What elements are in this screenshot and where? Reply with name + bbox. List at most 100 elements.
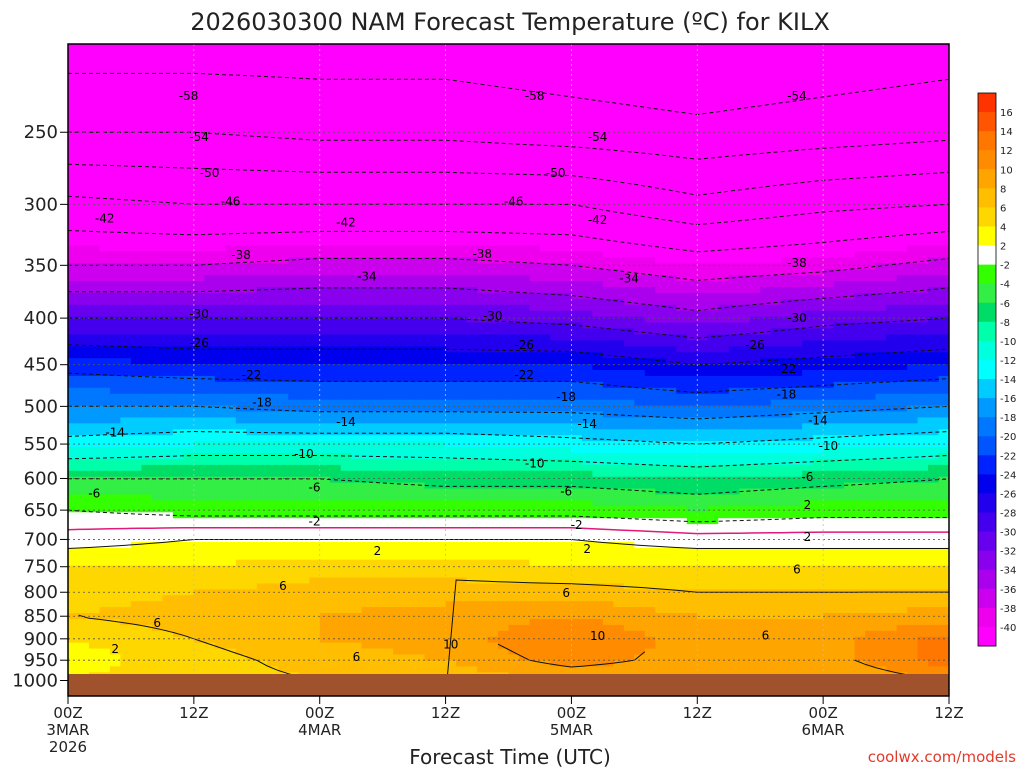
temperature-cell [214, 482, 226, 490]
temperature-cell [414, 423, 426, 430]
temperature-cell [298, 269, 310, 276]
temperature-cell [235, 322, 247, 330]
temperature-cell [414, 482, 426, 490]
temperature-cell [487, 547, 499, 555]
temperature-cell [298, 292, 310, 300]
temperature-cell [267, 221, 279, 229]
temperature-cell [193, 607, 205, 614]
temperature-cell [487, 263, 499, 270]
temperature-cell [172, 162, 184, 170]
temperature-cell [508, 512, 520, 519]
temperature-cell [424, 109, 436, 116]
temperature-cell [246, 482, 258, 490]
temperature-cell [68, 103, 80, 110]
temperature-cell [78, 352, 90, 359]
temperature-cell [340, 482, 352, 490]
temperature-cell [99, 281, 111, 288]
temperature-cell [141, 263, 153, 270]
temperature-cell [78, 500, 90, 507]
temperature-cell [445, 150, 457, 158]
temperature-cell [330, 49, 342, 57]
temperature-cell [508, 73, 520, 81]
temperature-cell [246, 310, 258, 318]
temperature-cell [435, 150, 447, 158]
temperature-cell [120, 458, 132, 466]
temperature-cell [518, 304, 531, 312]
temperature-cell [382, 488, 394, 496]
temperature-cell [319, 571, 331, 579]
temperature-cell [256, 595, 268, 602]
temperature-cell [445, 257, 457, 264]
temperature-cell [204, 334, 216, 341]
temperature-cell [309, 263, 321, 270]
temperature-cell [330, 648, 342, 656]
temperature-cell [256, 55, 268, 63]
temperature-cell [518, 49, 531, 57]
temperature-cell [351, 405, 363, 413]
temperature-cell [487, 482, 499, 490]
temperature-cell [487, 648, 499, 656]
temperature-cell [309, 156, 321, 164]
temperature-cell [466, 435, 478, 442]
temperature-cell [130, 559, 143, 567]
temperature-cell [340, 204, 352, 211]
temperature-cell [456, 275, 468, 282]
temperature-cell [109, 595, 122, 602]
temperature-cell [435, 73, 447, 81]
temperature-cell [162, 233, 174, 241]
temperature-cell [68, 476, 80, 484]
temperature-cell [529, 328, 541, 336]
temperature-cell [267, 624, 279, 632]
temperature-cell [435, 263, 447, 270]
temperature-cell [99, 79, 111, 87]
temperature-cell [456, 506, 468, 513]
temperature-cell [204, 44, 216, 51]
temperature-cell [319, 233, 331, 241]
temperature-cell [435, 488, 447, 496]
temperature-cell [151, 411, 163, 419]
temperature-cell [445, 559, 457, 567]
temperature-cell [477, 482, 489, 490]
temperature-cell [319, 186, 331, 193]
temperature-cell [162, 67, 174, 75]
temperature-cell [120, 565, 132, 573]
temperature-cell [414, 370, 426, 377]
temperature-cell [361, 618, 373, 626]
temperature-cell [277, 115, 289, 122]
temperature-cell [235, 251, 247, 258]
temperature-cell [267, 292, 279, 300]
temperature-cell [235, 126, 247, 134]
temperature-cell [309, 126, 321, 134]
temperature-cell [162, 215, 174, 223]
temperature-cell [68, 61, 80, 69]
temperature-cell [162, 61, 174, 69]
temperature-cell [498, 405, 510, 413]
temperature-cell [477, 583, 489, 590]
temperature-cell [414, 452, 426, 460]
temperature-cell [330, 553, 342, 561]
temperature-cell [456, 174, 468, 181]
temperature-cell [319, 642, 331, 650]
temperature-cell [151, 292, 163, 300]
temperature-cell [267, 577, 279, 584]
temperature-cell [508, 530, 520, 537]
temperature-cell [172, 470, 184, 478]
temperature-cell [130, 370, 143, 377]
temperature-cell [393, 61, 405, 69]
temperature-cell [403, 322, 415, 330]
temperature-cell [330, 352, 342, 359]
temperature-cell [477, 310, 489, 318]
temperature-cell [235, 618, 247, 626]
temperature-cell [277, 180, 289, 187]
temperature-cell [319, 61, 331, 69]
temperature-cell [193, 476, 205, 484]
temperature-cell [393, 624, 405, 632]
temperature-cell [487, 138, 499, 146]
temperature-cell [351, 310, 363, 318]
temperature-cell [88, 494, 101, 501]
temperature-cell [518, 85, 531, 93]
temperature-cell [445, 364, 457, 371]
temperature-cell [498, 470, 510, 478]
temperature-cell [466, 239, 478, 247]
temperature-cell [109, 61, 122, 69]
